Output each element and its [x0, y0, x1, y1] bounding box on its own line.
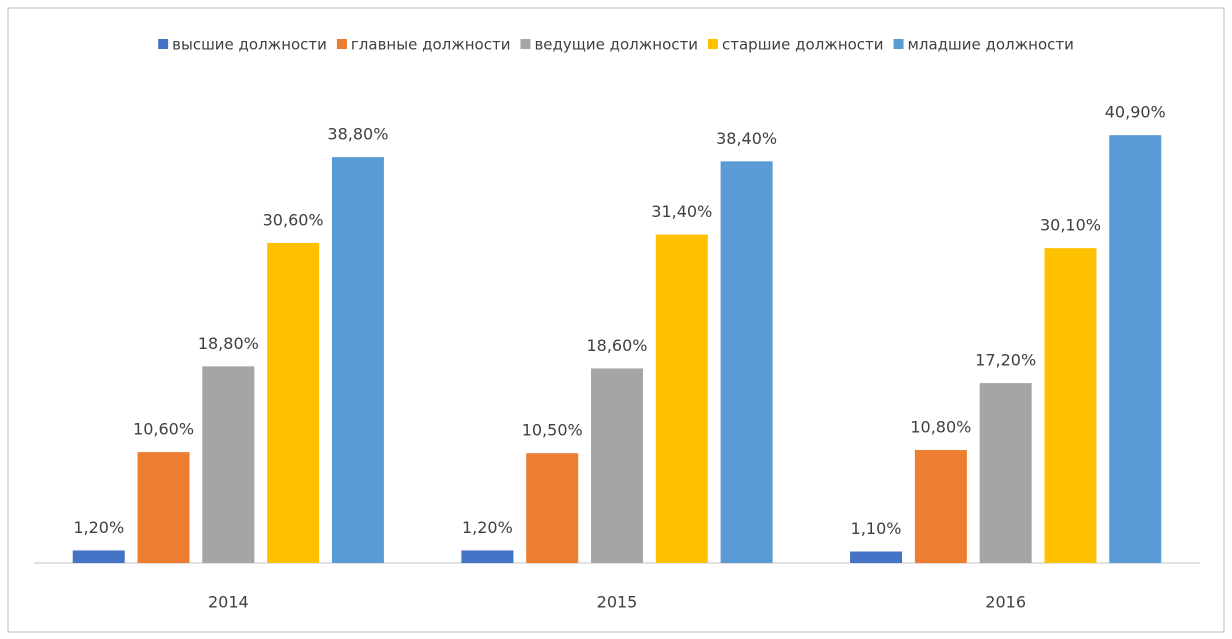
bar: [267, 242, 320, 563]
data-label: 30,10%: [1040, 216, 1101, 235]
bar: [720, 161, 773, 563]
bar: [979, 383, 1032, 563]
data-label: 31,40%: [651, 202, 712, 221]
x-tick-label: 2016: [985, 593, 1026, 612]
data-label: 10,80%: [910, 418, 971, 437]
bar: [461, 550, 514, 563]
data-label: 17,20%: [975, 351, 1036, 370]
bar: [1109, 135, 1162, 563]
legend-label: высшие должности: [172, 36, 327, 54]
data-label: 10,50%: [522, 421, 583, 440]
data-label: 1,20%: [73, 518, 124, 537]
bar: [850, 551, 903, 563]
bar: [72, 550, 125, 563]
data-label: 1,10%: [851, 519, 902, 538]
data-label: 40,90%: [1105, 103, 1166, 122]
legend-swatch: [708, 39, 718, 49]
bar: [914, 450, 967, 563]
data-label: 1,20%: [462, 518, 513, 537]
bar: [137, 452, 190, 563]
bar: [655, 234, 708, 563]
data-label: 10,60%: [133, 420, 194, 439]
data-label: 30,60%: [263, 210, 324, 229]
bar: [591, 368, 643, 563]
legend-label: главные должности: [351, 36, 511, 54]
data-label: 18,60%: [586, 336, 647, 355]
data-label: 38,80%: [327, 125, 388, 144]
bar: [202, 366, 255, 563]
legend-label: ведущие должности: [534, 36, 698, 54]
legend-swatch: [893, 39, 904, 49]
legend-swatch: [336, 39, 347, 49]
legend-swatch: [158, 39, 169, 49]
legend-swatch: [520, 39, 531, 49]
legend-label: старшие должности: [722, 36, 884, 54]
bar: [331, 157, 384, 564]
data-label: 38,40%: [716, 129, 777, 148]
legend-label: младшие должности: [908, 36, 1074, 54]
x-tick-label: 2015: [597, 593, 638, 612]
x-tick-label: 2014: [208, 593, 249, 612]
data-label: 18,80%: [198, 334, 259, 353]
bar: [526, 453, 579, 563]
bar: [1044, 248, 1097, 564]
